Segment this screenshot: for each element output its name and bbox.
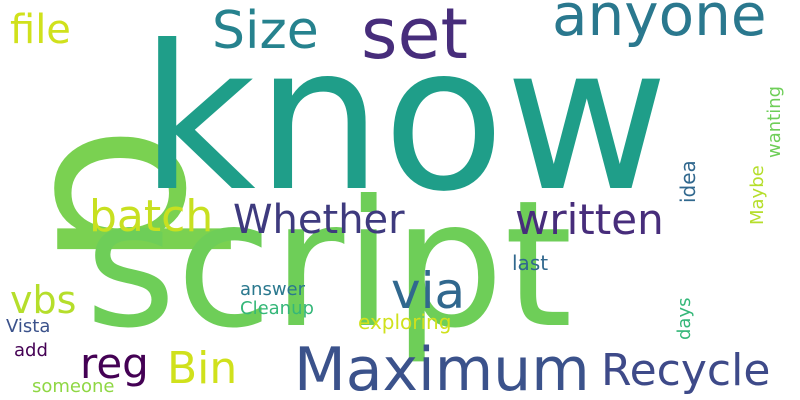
word-cleanup: Cleanup (240, 298, 314, 319)
word-anyone: anyone (552, 0, 767, 49)
word-reg: reg (80, 339, 149, 388)
word-size: Size (212, 1, 319, 61)
word-exploring: exploring (358, 310, 452, 334)
word-idea: idea (676, 160, 700, 203)
word-batch: batch (89, 191, 214, 242)
word-last: last (512, 251, 549, 275)
word-wanting: wanting (764, 85, 785, 158)
word-days: days (674, 297, 695, 341)
word-vista: Vista (6, 316, 51, 337)
word-file: file (10, 7, 71, 53)
word-know: know (140, 3, 669, 236)
word-set: set (361, 0, 468, 75)
word-whether: Whether (233, 197, 405, 243)
word-maybe: Maybe (747, 165, 768, 225)
word-add: add (14, 340, 48, 361)
word-answer: answer (240, 279, 306, 300)
word-script: script (85, 164, 573, 367)
word-recycle: Recycle (601, 345, 771, 396)
word-maximum: Maximum (294, 335, 590, 400)
word-written: written (515, 195, 664, 244)
word-vbs: vbs (10, 278, 77, 322)
word-someone: someone (32, 376, 115, 397)
word-via: via (391, 262, 466, 320)
word-bin: Bin (167, 343, 238, 394)
